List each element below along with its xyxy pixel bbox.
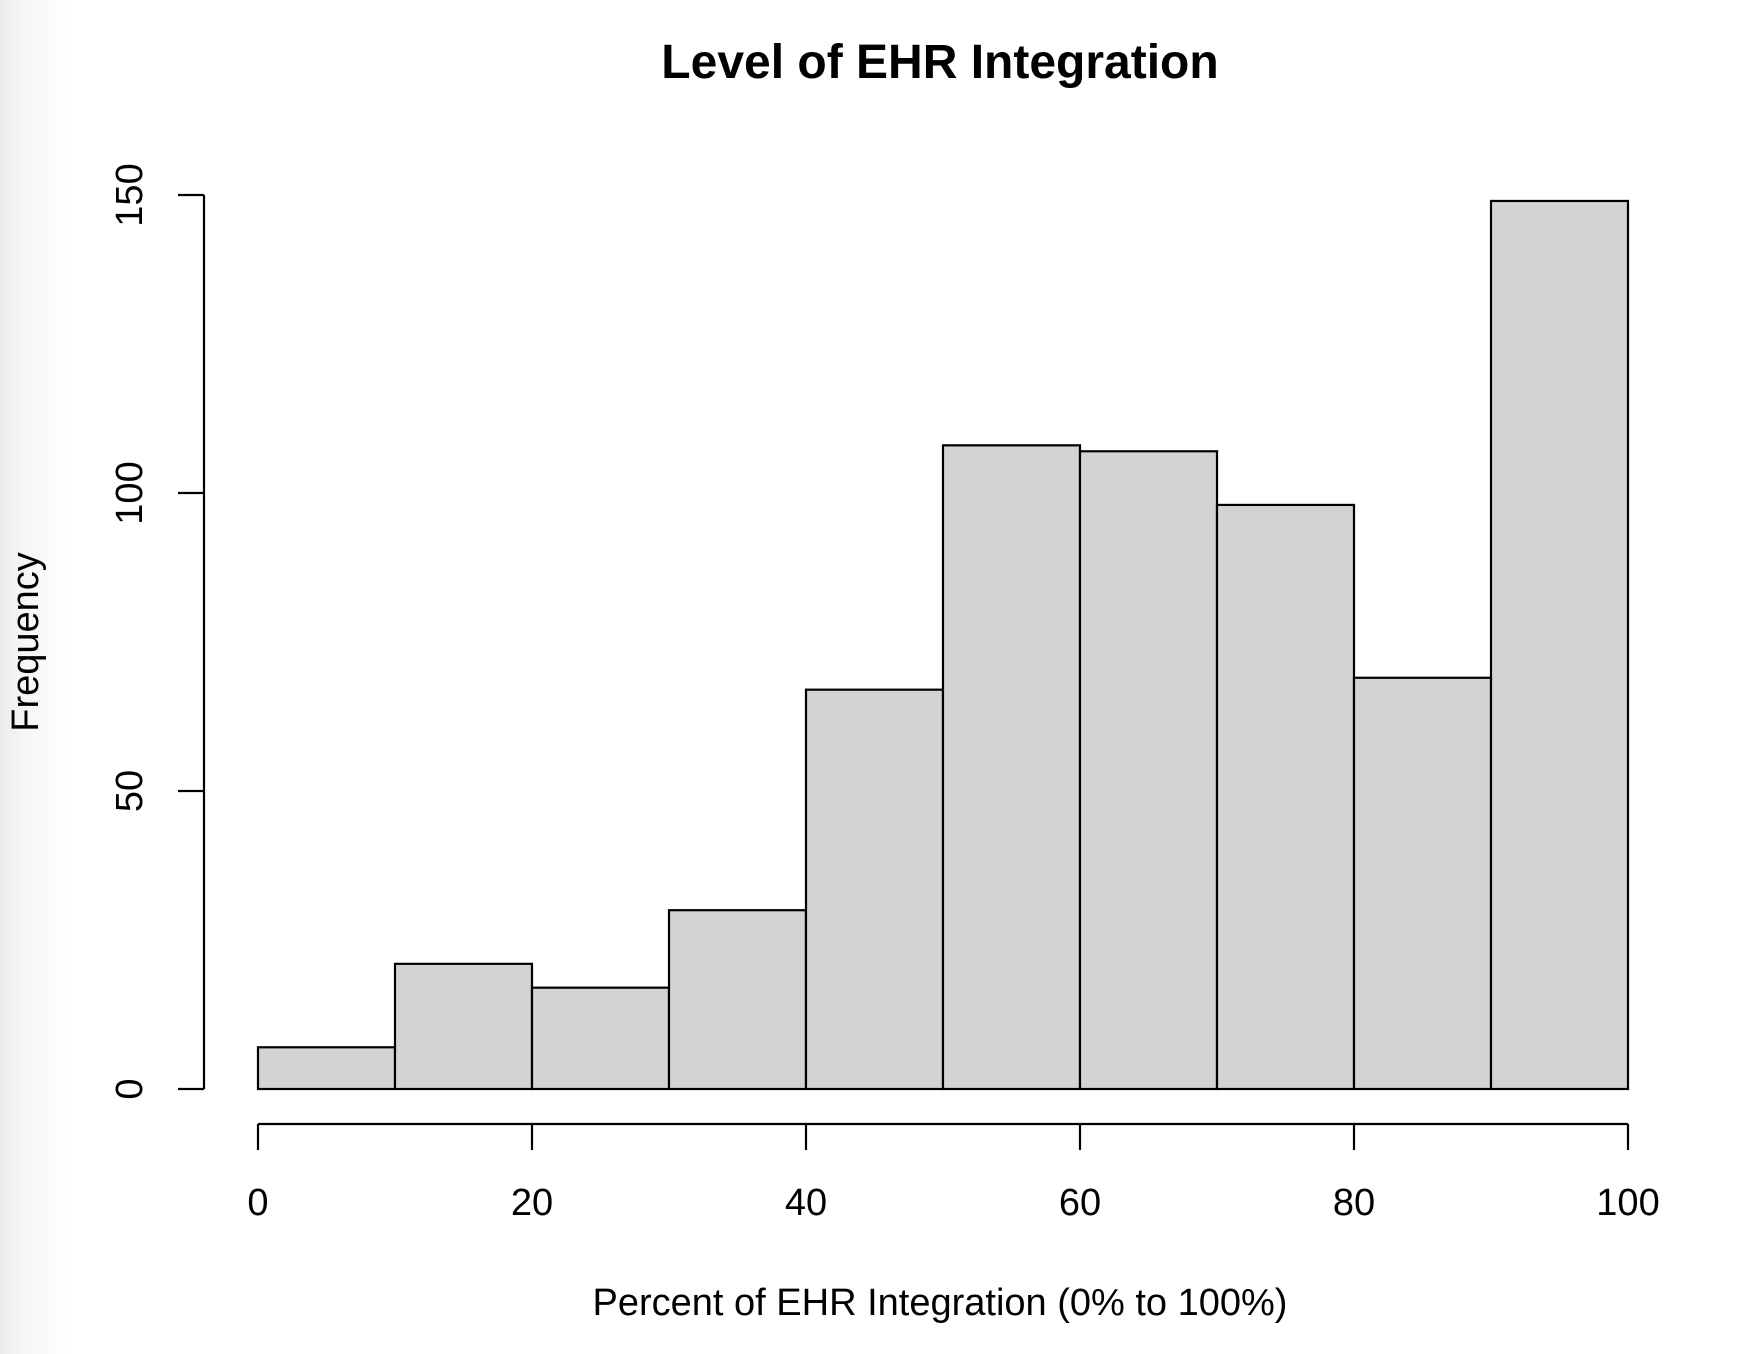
y-tick-label-2: 100 — [109, 461, 151, 524]
histogram-bar-1 — [393, 962, 534, 1091]
y-axis-label: Frequency — [5, 552, 47, 732]
histogram-bar-3 — [667, 909, 808, 1091]
histogram-bar-0 — [256, 1046, 397, 1091]
x-axis: 0 20 40 60 80 100 — [247, 1122, 1660, 1224]
histogram-bar-7 — [1215, 503, 1356, 1091]
y-axis: 0 50 100 150 — [109, 163, 206, 1100]
x-axis-label: Percent of EHR Integration (0% to 100%) — [593, 1282, 1288, 1324]
histogram-bar-9 — [1489, 199, 1630, 1091]
histogram-bar-8 — [1352, 676, 1493, 1091]
y-tick-label-1: 50 — [109, 770, 151, 812]
x-tick-label-1: 20 — [511, 1182, 553, 1224]
y-tick-label-3: 150 — [109, 163, 151, 226]
x-tick-label-2: 40 — [785, 1182, 827, 1224]
x-tick-label-5: 100 — [1596, 1182, 1659, 1224]
histogram-bar-2 — [530, 986, 671, 1091]
x-tick-label-3: 60 — [1059, 1182, 1101, 1224]
histogram-bar-5 — [941, 444, 1082, 1091]
bars-layer — [256, 199, 1630, 1091]
histogram-bar-4 — [804, 688, 945, 1091]
window-edge-shadow — [0, 0, 70, 1354]
x-tick-label-4: 80 — [1333, 1182, 1375, 1224]
y-tick-label-0: 0 — [109, 1078, 151, 1099]
x-tick-label-0: 0 — [247, 1182, 268, 1224]
histogram-bar-6 — [1078, 450, 1219, 1091]
chart-title: Level of EHR Integration — [661, 36, 1218, 89]
